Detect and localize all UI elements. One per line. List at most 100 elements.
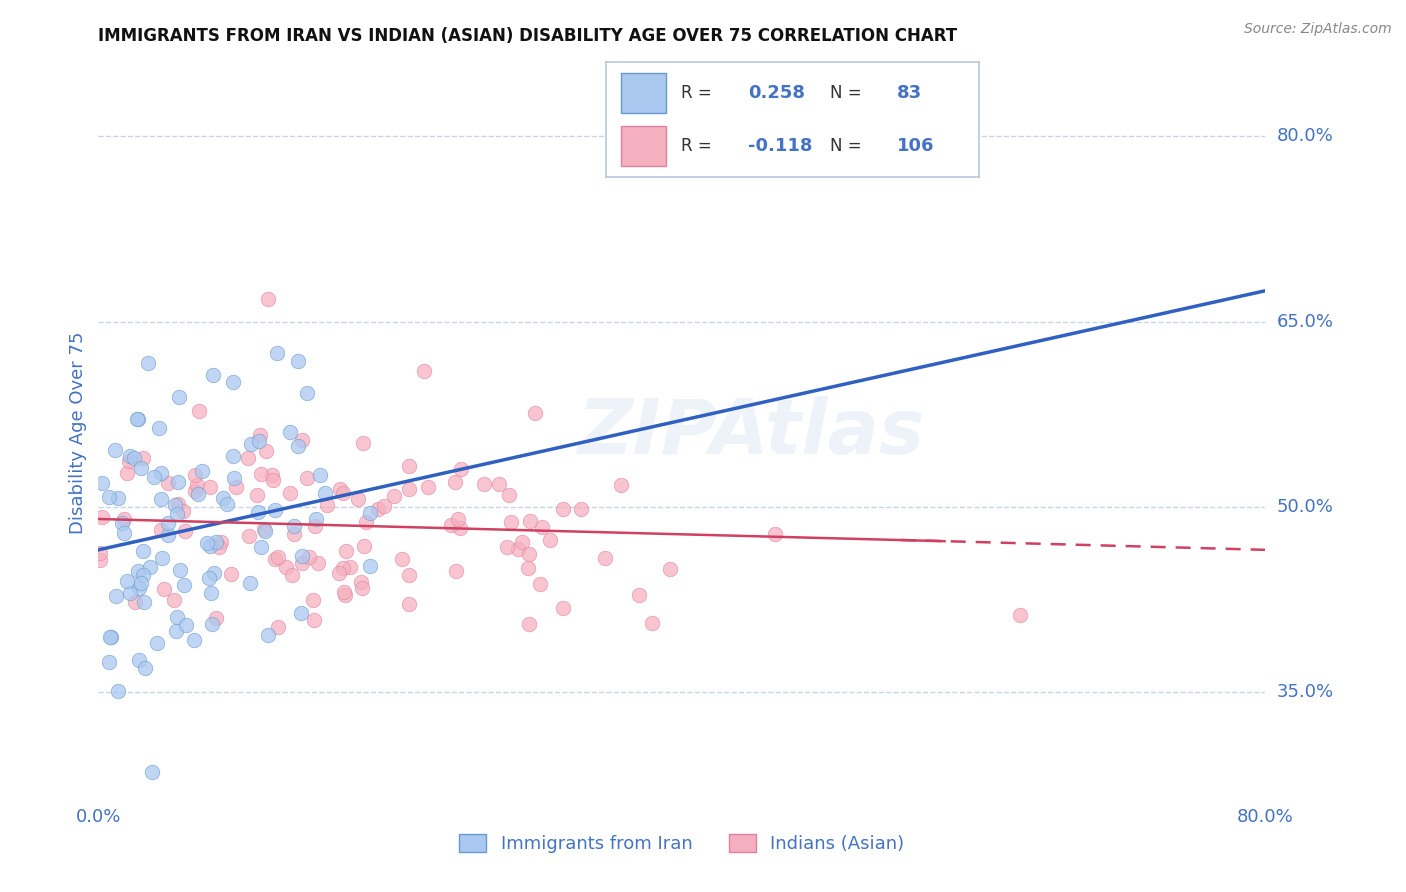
Point xyxy=(398,597,420,611)
Point xyxy=(267,549,290,564)
Point xyxy=(472,476,495,491)
Point xyxy=(148,421,170,435)
Point xyxy=(132,568,155,582)
Point xyxy=(145,636,167,650)
Point xyxy=(91,510,114,524)
Point xyxy=(350,581,373,595)
Point xyxy=(512,534,534,549)
Point xyxy=(346,492,368,507)
Point xyxy=(184,467,207,482)
Text: IMMIGRANTS FROM IRAN VS INDIAN (ASIAN) DISABILITY AGE OVER 75 CORRELATION CHART: IMMIGRANTS FROM IRAN VS INDIAN (ASIAN) D… xyxy=(98,27,957,45)
Point xyxy=(127,412,149,426)
Point xyxy=(447,512,470,526)
Point xyxy=(136,356,159,370)
Legend: Immigrants from Iran, Indians (Asian): Immigrants from Iran, Indians (Asian) xyxy=(453,827,911,861)
Text: ZIPAtlas: ZIPAtlas xyxy=(578,396,925,469)
Point xyxy=(132,595,155,609)
Point xyxy=(517,617,540,632)
Point xyxy=(658,562,681,576)
Point xyxy=(253,523,276,537)
Point xyxy=(315,498,337,512)
Point xyxy=(98,490,121,504)
Point xyxy=(328,566,350,581)
Point xyxy=(150,523,173,537)
Point xyxy=(173,578,195,592)
Text: 35.0%: 35.0% xyxy=(1277,682,1334,701)
Point xyxy=(551,601,574,615)
Point xyxy=(291,549,314,563)
Point xyxy=(209,534,232,549)
Point xyxy=(104,443,127,458)
Point xyxy=(191,464,214,478)
Point xyxy=(359,506,381,520)
Point xyxy=(249,467,271,481)
Point xyxy=(314,486,336,500)
Point xyxy=(156,528,179,542)
Point xyxy=(339,559,361,574)
Point xyxy=(254,444,277,458)
Point xyxy=(335,544,357,558)
Point xyxy=(166,610,188,624)
Point xyxy=(200,586,222,600)
Point xyxy=(295,471,318,485)
Point xyxy=(450,461,472,475)
Point xyxy=(412,364,434,378)
Point xyxy=(763,527,786,541)
Point xyxy=(250,540,273,554)
Point xyxy=(128,581,150,595)
Text: 65.0%: 65.0% xyxy=(1277,312,1333,331)
Point xyxy=(157,476,180,491)
Point xyxy=(529,576,551,591)
Point xyxy=(517,561,540,575)
Point xyxy=(247,434,270,448)
Point xyxy=(112,512,135,526)
Point xyxy=(610,478,633,492)
Point xyxy=(165,624,187,638)
Point xyxy=(89,547,111,561)
Point xyxy=(186,478,208,492)
Point xyxy=(141,765,163,780)
Point xyxy=(246,488,269,502)
Point xyxy=(118,450,141,464)
Point xyxy=(183,633,205,648)
Point xyxy=(335,589,357,603)
Point xyxy=(353,539,375,553)
Point xyxy=(90,475,112,490)
Point xyxy=(398,568,420,582)
Point xyxy=(150,551,173,566)
Point xyxy=(444,564,467,578)
Point xyxy=(115,574,138,588)
Point xyxy=(239,576,262,591)
Point xyxy=(302,593,325,607)
Point xyxy=(124,595,146,609)
Point xyxy=(641,615,664,630)
Point xyxy=(506,541,529,556)
Point xyxy=(367,502,389,516)
Point xyxy=(304,519,326,533)
Point xyxy=(195,535,218,549)
Point xyxy=(266,346,288,360)
Point xyxy=(517,547,540,561)
Point xyxy=(217,497,239,511)
Point xyxy=(222,449,245,463)
Point xyxy=(352,436,374,450)
Point xyxy=(89,553,111,567)
Point xyxy=(449,521,471,535)
Point xyxy=(166,507,188,521)
Point xyxy=(373,499,395,513)
Point xyxy=(499,515,522,529)
Point xyxy=(132,543,155,558)
Point xyxy=(122,451,145,466)
Point xyxy=(225,480,247,494)
Point xyxy=(169,563,191,577)
Point xyxy=(98,631,121,645)
Point xyxy=(298,549,321,564)
Point xyxy=(256,628,278,642)
Point xyxy=(440,517,463,532)
Point xyxy=(382,489,405,503)
Point xyxy=(593,551,616,566)
Point xyxy=(551,502,574,516)
Point xyxy=(350,574,373,589)
Point xyxy=(208,540,231,554)
Point xyxy=(202,566,225,580)
